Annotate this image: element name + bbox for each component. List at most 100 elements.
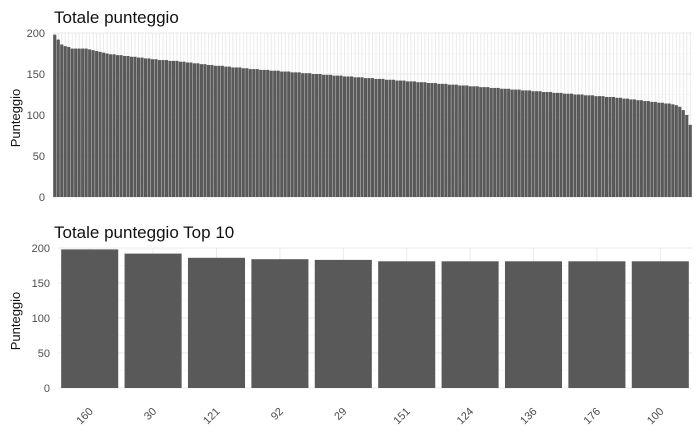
panel-all-scores: Totale punteggio Punteggio 0 50 100 150 200 xyxy=(8,8,692,204)
bar xyxy=(88,49,92,198)
y-tick-label: 50 xyxy=(33,151,45,163)
bar xyxy=(60,44,64,198)
y-axis-label-all: Punteggio xyxy=(8,89,23,148)
bar xyxy=(161,60,165,198)
bar xyxy=(493,87,497,197)
bar xyxy=(301,73,305,197)
bar xyxy=(590,95,595,197)
bar xyxy=(674,105,678,197)
bar xyxy=(524,90,528,197)
bar xyxy=(566,93,570,197)
bar xyxy=(568,261,626,388)
bar xyxy=(576,94,581,197)
bar xyxy=(391,79,396,197)
bar xyxy=(433,83,437,197)
bar xyxy=(681,110,685,197)
bar xyxy=(203,64,207,197)
bar xyxy=(314,259,372,388)
bar xyxy=(664,103,668,197)
bar xyxy=(430,83,434,197)
y-ticks-top10: 0 50 100 150 200 xyxy=(32,243,50,395)
bar xyxy=(311,74,315,197)
bar xyxy=(643,101,647,197)
bar xyxy=(583,95,588,197)
bar xyxy=(224,66,228,198)
bar xyxy=(507,88,511,197)
bar xyxy=(227,66,231,198)
bar xyxy=(262,69,266,197)
bar xyxy=(336,75,340,197)
x-tick-label: 121 xyxy=(201,406,222,427)
bar xyxy=(482,87,486,197)
bar xyxy=(597,96,602,197)
x-tick-label: 124 xyxy=(455,406,476,427)
bar xyxy=(63,46,67,198)
bar xyxy=(95,51,99,197)
bar xyxy=(199,64,203,197)
bar xyxy=(339,75,343,197)
bar xyxy=(53,34,57,197)
bar xyxy=(622,98,626,197)
bar xyxy=(342,76,347,197)
bar xyxy=(441,261,499,388)
y-tick-label: 150 xyxy=(32,278,50,290)
bar xyxy=(657,102,661,197)
bar xyxy=(587,95,591,197)
bar xyxy=(454,84,458,197)
bar xyxy=(109,54,113,197)
bar xyxy=(667,103,671,197)
bar xyxy=(81,48,85,197)
x-tick-label: 100 xyxy=(645,406,666,427)
bar xyxy=(486,87,490,197)
bar xyxy=(555,92,560,197)
bar xyxy=(210,64,214,197)
bar xyxy=(119,55,123,197)
bar xyxy=(412,81,416,197)
y-tick-label: 100 xyxy=(32,313,50,325)
bar xyxy=(154,59,158,197)
chart-title-all: Totale punteggio xyxy=(54,8,179,27)
bar xyxy=(196,63,200,198)
bar xyxy=(545,92,549,197)
bar xyxy=(440,83,444,197)
bar xyxy=(646,101,650,197)
bar xyxy=(510,89,514,197)
bar xyxy=(437,83,441,197)
bar xyxy=(632,99,636,197)
y-tick-label: 150 xyxy=(27,69,45,81)
bar xyxy=(241,68,245,197)
bar xyxy=(528,90,532,197)
bar xyxy=(604,96,609,197)
bar xyxy=(517,89,521,197)
bar xyxy=(91,50,95,197)
bar xyxy=(123,55,127,198)
bar xyxy=(238,67,242,197)
bar xyxy=(685,115,689,197)
y-ticks-all: 0 50 100 150 200 xyxy=(27,28,45,204)
bar xyxy=(489,87,493,197)
bar xyxy=(168,60,172,197)
bar xyxy=(601,96,605,197)
bar xyxy=(377,78,382,197)
bar xyxy=(276,70,280,197)
bar xyxy=(192,63,196,198)
bar xyxy=(280,71,284,197)
bar xyxy=(472,86,476,197)
bar xyxy=(639,100,643,197)
bar xyxy=(504,261,563,388)
bar xyxy=(322,74,326,197)
bar xyxy=(402,80,406,197)
bar xyxy=(150,59,155,197)
bar xyxy=(625,98,629,197)
y-tick-label: 200 xyxy=(27,28,45,40)
bar xyxy=(346,76,350,197)
x-ticks-top10: 160 30 121 92 29 151 124 136 176 100 xyxy=(74,406,666,427)
bar xyxy=(206,64,210,197)
bar xyxy=(297,72,301,197)
bar xyxy=(140,57,144,197)
bar xyxy=(133,56,137,197)
y-tick-label: 200 xyxy=(32,243,50,255)
bars-all xyxy=(53,34,692,198)
bar xyxy=(126,55,130,198)
bar xyxy=(360,77,364,197)
